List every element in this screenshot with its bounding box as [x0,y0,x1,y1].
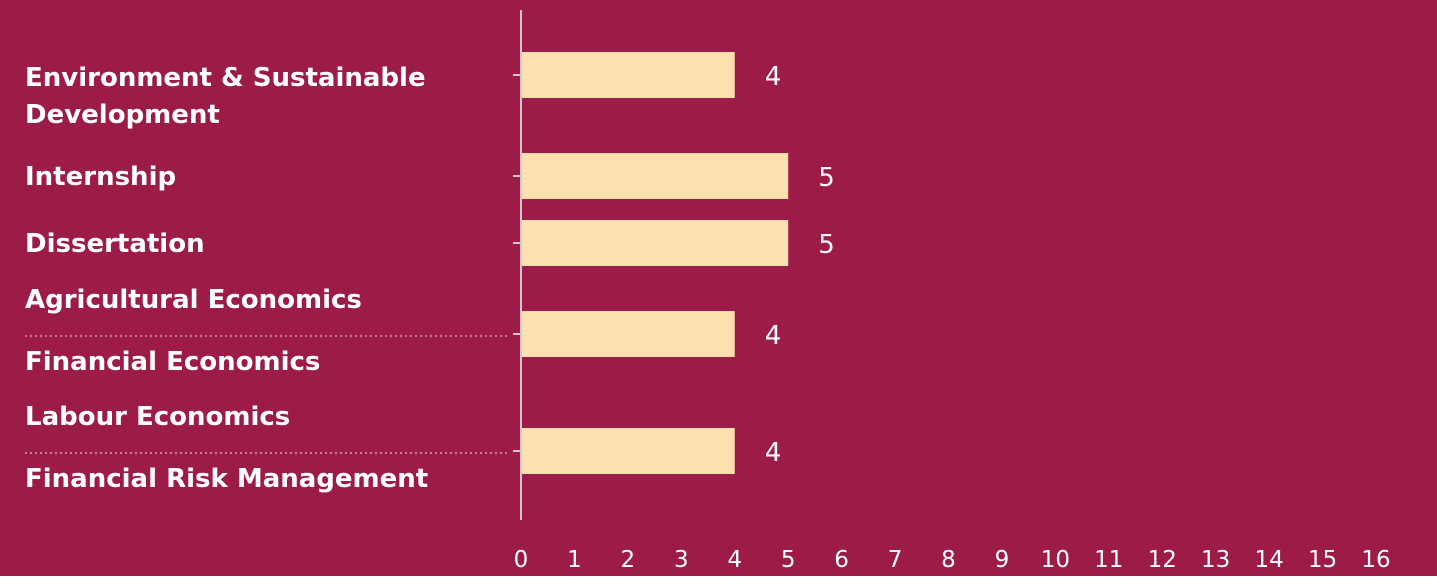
category-label-4-line-1: Agricultural Economics [25,285,362,315]
x-tick-label-13: 13 [1201,547,1230,573]
x-tick-label-10: 10 [1041,547,1070,573]
x-tick-label-3: 3 [674,547,689,573]
x-tick-label-16: 16 [1361,547,1390,573]
bar-value-label-1: 4 [765,62,782,92]
x-tick-label-9: 9 [995,547,1010,573]
x-tick-label-12: 12 [1148,547,1177,573]
bar-3 [521,220,789,266]
x-tick-label-0: 0 [514,547,529,573]
x-axis-ticks-layer: 0 1 2 3 4 5 6 7 8 9 10 11 12 13 14 15 16 [514,547,1391,573]
bar-1 [521,52,735,98]
x-tick-label-4: 4 [727,547,742,573]
bar-value-label-2: 5 [818,163,835,193]
bars-layer: 4 5 5 4 4 [513,52,835,474]
bar-4 [521,311,735,357]
x-tick-label-1: 1 [567,547,582,573]
category-label-2: Internship [25,162,176,192]
x-tick-label-8: 8 [941,547,956,573]
bar-value-label-4: 4 [765,321,782,351]
category-label-3: Dissertation [25,229,205,259]
category-label-5-line-2: Financial Risk Management [25,464,428,494]
category-label-5-line-1: Labour Economics [25,402,290,432]
category-label-1-line-2: Development [25,100,220,130]
category-labels-layer: Environment & Sustainable Development Inte… [25,63,508,494]
x-tick-label-14: 14 [1254,547,1283,573]
x-tick-label-7: 7 [888,547,903,573]
bar-value-label-3: 5 [818,230,835,260]
category-label-1-line-1: Environment & Sustainable [25,63,426,93]
bar-5 [521,428,735,474]
x-tick-label-5: 5 [781,547,796,573]
x-tick-label-15: 15 [1308,547,1337,573]
bar-value-label-5: 4 [765,438,782,468]
x-tick-label-6: 6 [834,547,849,573]
x-tick-label-11: 11 [1094,547,1123,573]
bar-2 [521,153,789,199]
category-label-4-line-2: Financial Economics [25,347,320,377]
x-tick-label-2: 2 [621,547,636,573]
